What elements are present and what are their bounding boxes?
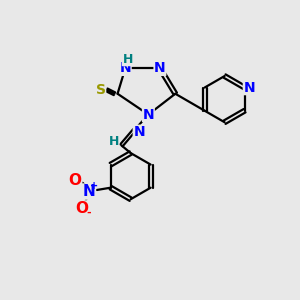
Text: O: O (69, 173, 82, 188)
Text: -: - (87, 208, 92, 218)
Text: N: N (243, 81, 255, 94)
Text: O: O (75, 201, 88, 216)
Text: H: H (109, 135, 119, 148)
Text: +: + (90, 181, 98, 191)
Text: H: H (122, 52, 133, 66)
Text: S: S (96, 83, 106, 97)
Text: N: N (154, 61, 166, 75)
Text: N: N (119, 61, 131, 75)
Text: N: N (83, 184, 95, 199)
Text: N: N (133, 125, 145, 139)
Text: N: N (142, 107, 154, 122)
